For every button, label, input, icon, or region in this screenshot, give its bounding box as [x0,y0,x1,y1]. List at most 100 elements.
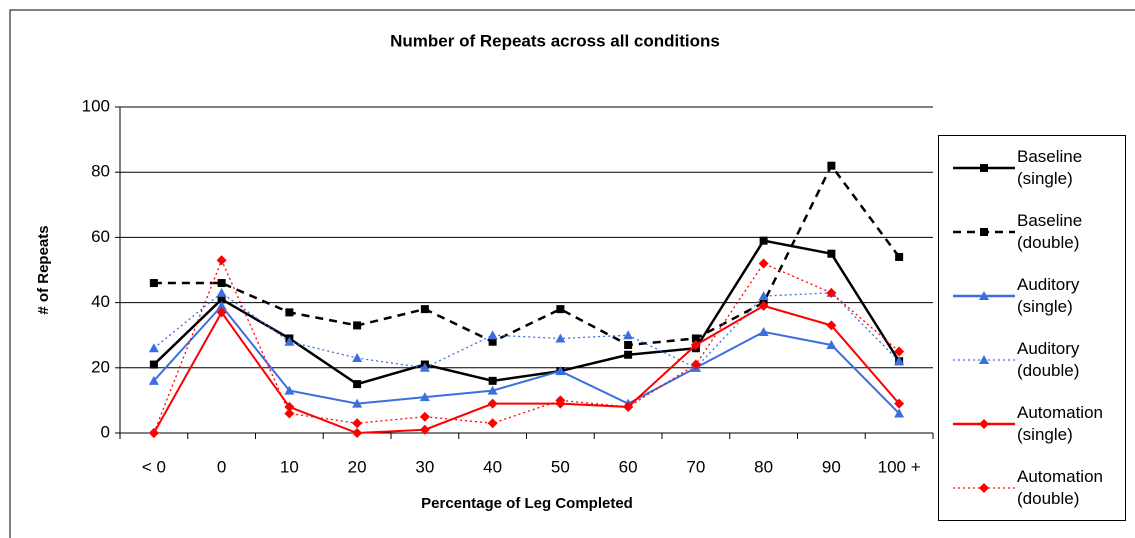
legend-label: Baseline (single) [1017,147,1083,188]
data-point [488,376,497,385]
legend-item: Baseline (single) [939,136,1125,200]
chart-title: Number of Repeats across all conditions [390,31,720,50]
data-point [623,330,634,340]
legend-item: Automation (single) [939,392,1125,456]
data-point [487,418,498,429]
x-tick-label: 20 [348,457,367,476]
x-tick-label: < 0 [142,457,166,476]
series-line [153,304,900,415]
data-point [555,333,566,343]
legend-item: Baseline (double) [939,200,1125,264]
y-axis-label: # of Repeats [35,225,52,314]
data-point [623,401,634,412]
data-point [284,408,295,419]
data-point [758,326,769,336]
data-point [419,362,430,372]
x-tick-label: 60 [619,457,638,476]
x-tick-label: 0 [217,457,226,476]
legend-label: Automation (single) [1017,403,1103,444]
data-point [690,339,701,350]
data-point [284,401,295,412]
data-point [894,408,905,418]
y-tick-label: 20 [91,357,110,376]
data-point [419,411,430,422]
data-point [555,366,566,376]
x-tick-label: 10 [280,457,299,476]
legend-marker [979,355,989,364]
data-point [353,321,362,330]
x-tick-label: 100 + [878,457,921,476]
legend-item: Auditory (single) [939,264,1125,328]
legend-marker [979,483,989,493]
legend-swatch [953,291,1015,300]
x-tick-label: 40 [483,457,502,476]
series-line [153,163,901,347]
data-point [216,307,227,318]
series-line [153,258,900,434]
data-point [624,340,633,349]
data-point [895,252,904,261]
data-point [148,428,159,438]
data-point [352,398,363,408]
legend-marker [979,419,989,429]
legend-label: Baseline (double) [1017,211,1083,252]
data-point [826,287,837,298]
data-point [826,320,837,331]
legend-marker [979,291,989,300]
data-point [827,161,836,170]
data-point [352,418,363,429]
y-tick-label: 40 [91,292,110,311]
data-point [487,385,498,395]
y-tick-label: 100 [82,96,110,115]
data-point [419,392,430,402]
series-line [153,239,901,386]
data-point [827,249,836,258]
data-point [894,346,905,357]
legend-swatch [953,419,1015,429]
x-tick-label: 70 [686,457,705,476]
data-point [894,356,905,366]
data-point [285,308,294,317]
legend-label: Auditory (single) [1017,275,1080,316]
legend-label: Automation (double) [1017,467,1103,508]
data-point [217,279,226,288]
data-point [148,343,159,353]
data-point [555,395,566,406]
x-axis-label: Percentage of Leg Completed [421,495,633,512]
data-point [759,236,768,245]
series-line [153,304,900,435]
x-tick-label: 50 [551,457,570,476]
data-point [216,255,227,266]
legend-marker [980,164,988,172]
data-point [419,424,430,435]
data-point [556,305,565,314]
x-tick-label: 80 [754,457,773,476]
legend-swatch [953,355,1015,364]
legend: Baseline (single) Baseline (double) Audito… [938,135,1126,521]
data-point [758,300,769,311]
data-point [216,300,227,310]
data-point [353,380,362,389]
data-point [691,334,700,343]
legend-marker [980,228,988,236]
legend-label: Auditory (double) [1017,339,1080,380]
data-point [488,337,497,346]
legend-swatch [953,164,1015,172]
data-point [758,291,769,301]
legend-item: Auditory (double) [939,328,1125,392]
data-point [352,428,363,438]
data-point [284,385,295,395]
data-point [352,353,363,363]
legend-swatch [953,228,1015,236]
data-point [894,398,905,409]
data-point [149,279,158,288]
chart-frame [9,9,1135,538]
data-point [284,336,295,346]
series-line [153,292,900,369]
legend-swatch [953,483,1015,493]
data-point [624,350,633,359]
data-point [487,330,498,340]
x-tick-label: 90 [822,457,841,476]
y-tick-label: 80 [91,162,110,181]
